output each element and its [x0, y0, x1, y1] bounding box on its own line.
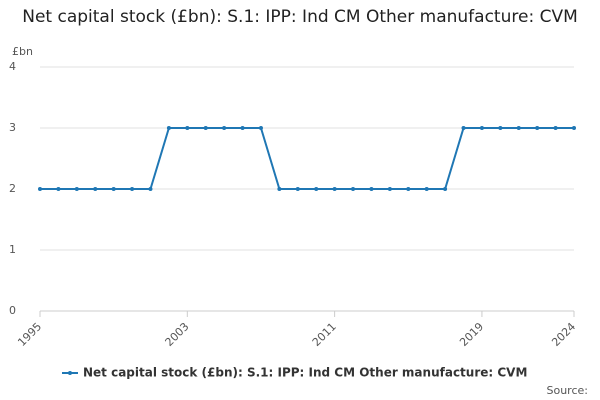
y-tick-label: 3	[9, 121, 16, 134]
point	[387, 187, 392, 191]
x-tick-label: 2024	[549, 320, 578, 349]
point	[240, 126, 245, 130]
legend-label: Net capital stock (£bn): S.1: IPP: Ind C…	[83, 366, 527, 380]
point	[93, 187, 98, 191]
source: Source:	[547, 384, 589, 397]
point	[424, 187, 429, 191]
point	[74, 187, 79, 191]
series-line	[40, 127, 574, 190]
point	[38, 187, 42, 191]
point	[277, 187, 282, 191]
point	[166, 126, 171, 130]
point	[111, 187, 116, 191]
point	[148, 187, 153, 191]
point	[406, 187, 411, 191]
x-tick-label: 2019	[457, 320, 486, 349]
point	[203, 126, 208, 130]
y-axis-label: £bn	[12, 45, 33, 58]
point	[185, 126, 190, 130]
y-tick-label: 1	[9, 243, 16, 256]
y-tick-label: 2	[9, 182, 16, 195]
point	[130, 187, 135, 191]
chart-title: Net capital stock (£bn): S.1: IPP: Ind C…	[22, 7, 578, 27]
x-tick-label: 1995	[15, 320, 44, 349]
y-tick-label: 0	[9, 304, 16, 317]
legend-dot	[68, 371, 72, 375]
point	[553, 126, 558, 130]
point	[258, 126, 263, 130]
point	[369, 187, 374, 191]
point	[479, 126, 484, 130]
point	[56, 187, 61, 191]
x-tick-label: 2003	[163, 320, 192, 349]
point	[443, 187, 448, 191]
point	[222, 126, 227, 130]
point	[332, 187, 337, 191]
point	[572, 126, 576, 130]
point	[498, 126, 503, 130]
point	[535, 126, 540, 130]
point	[461, 126, 466, 130]
point	[314, 187, 319, 191]
x-tick-label: 2011	[310, 320, 339, 349]
y-tick-label: 4	[9, 60, 16, 73]
point	[351, 187, 356, 191]
point	[295, 187, 300, 191]
point	[516, 126, 521, 130]
